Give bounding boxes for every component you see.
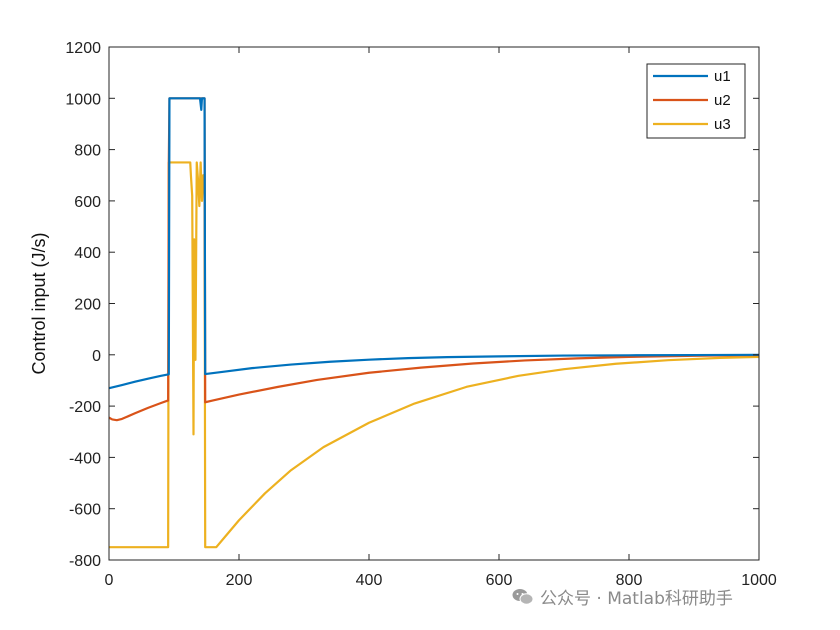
y-tick-label: 800 (74, 143, 101, 160)
wechat-icon (512, 588, 534, 605)
x-tick-label: 400 (356, 572, 383, 589)
y-tick-label: 400 (74, 245, 101, 262)
series-layer (108, 97, 760, 549)
ticks-layer: 0 200 400 600 800 1000 -800 -600 -400 -200 0 200 400… (65, 40, 776, 589)
y-tick-label: 0 (92, 348, 101, 365)
series-line-u1 (108, 97, 760, 390)
series-line-u2 (108, 97, 760, 422)
y-axis-label: Control input (J/s) (29, 232, 49, 374)
x-tick-label: 200 (226, 572, 253, 589)
legend-label-u3: u3 (714, 116, 731, 133)
x-tick-label: 600 (486, 572, 513, 589)
y-tick-label: 1200 (65, 40, 101, 57)
y-tick-label: -600 (69, 502, 101, 519)
y-tick-label: 1000 (65, 91, 101, 108)
legend-label-u1: u1 (714, 68, 731, 85)
x-tick-label: 0 (105, 572, 114, 589)
legend-label-u2: u2 (714, 92, 731, 109)
x-tick-label: 1000 (741, 572, 777, 589)
y-tick-label: -400 (69, 450, 101, 467)
x-tick-label: 800 (616, 572, 643, 589)
watermark-text: 公众号 · Matlab科研助手 (540, 589, 733, 609)
y-tick-label: -200 (69, 399, 101, 416)
y-tick-label: 600 (74, 194, 101, 211)
watermark: 公众号 · Matlab科研助手 (512, 584, 733, 609)
y-tick-label: -800 (69, 553, 101, 570)
y-tick-label: 200 (74, 297, 101, 314)
legend: u1 u2 u3 (646, 63, 746, 139)
